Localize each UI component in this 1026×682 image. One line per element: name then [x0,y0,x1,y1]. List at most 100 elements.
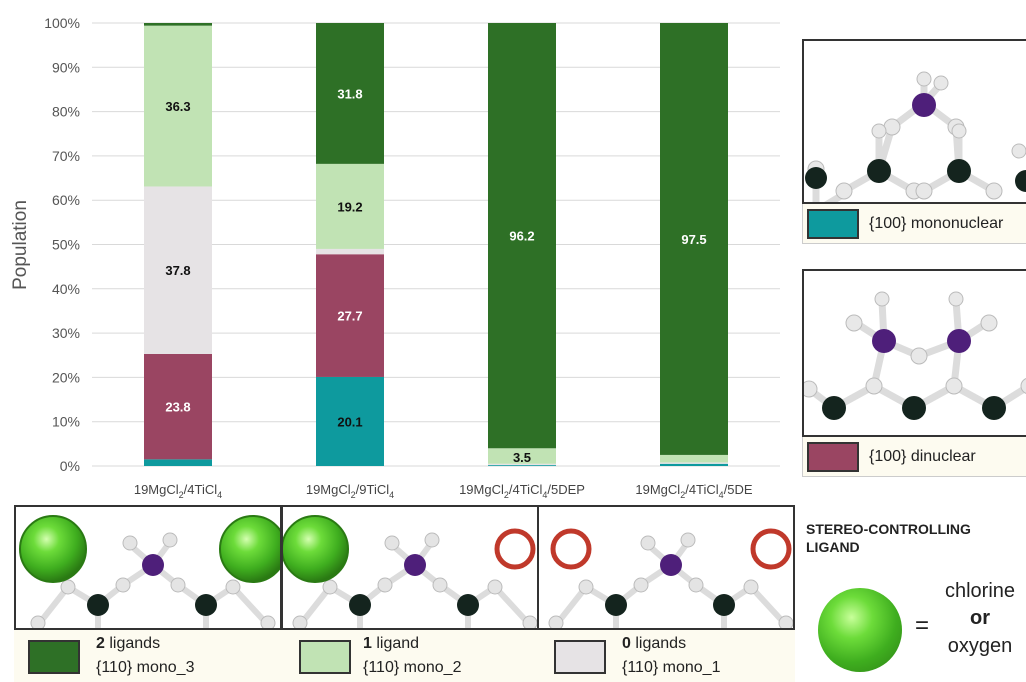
bar-data-label: 20.1 [337,414,362,429]
bar-data-label: 96.2 [509,229,534,244]
x-category-label: 19MgCl2/9TiCl4 [306,482,394,500]
ligand-structure-image [283,515,537,628]
stereo-word-or: or [970,607,990,629]
empty-site-ring-icon [494,528,536,570]
bar-segment [488,23,556,449]
bar-segment [660,454,728,463]
legend-swatch-mono2 [299,640,351,674]
chlorine-atom [225,579,241,595]
ligand-sphere-icon [219,515,280,583]
y-tick-label: 90% [52,59,80,75]
bar-segment [316,23,384,164]
ligand-structure-image [548,528,793,628]
chlorine-atom [548,615,564,628]
bottom-legend: 2 ligands {110} mono_3 1 ligand {110} mo… [14,630,795,682]
bar-segment [316,163,384,249]
dinuclear-structure-image [804,291,1026,420]
y-tick-label: 50% [52,237,80,253]
ligand-sphere-icon [283,515,349,583]
chlorine-atom [162,532,178,548]
mononuclear-structure-panel [802,39,1026,204]
bar-segment [144,186,212,354]
chlorine-atom [633,577,649,593]
ligand-structure-image [19,515,280,628]
bar-data-label: 27.7 [337,309,362,324]
legend-item-mononuclear: {100} mononuclear [802,204,1026,244]
titanium-atom [404,554,426,576]
empty-site-ring-icon [750,528,792,570]
stereo-word-oxygen: oxygen [947,635,1013,657]
bar-segment [488,463,556,466]
bar-data-label: 3.5 [513,450,531,465]
magnesium-atom [457,594,479,616]
ligand-sphere-icon [818,588,902,672]
titanium-atom [142,554,164,576]
x-axis-categories: 19MgCl2/4TiCl4 19MgCl2/9TiCl4 19MgCl2/4TiC… [134,482,753,500]
y-tick-label: 20% [52,369,80,385]
y-tick-label: 80% [52,104,80,120]
y-tick-label: 60% [52,192,80,208]
bar-segment [660,462,728,464]
bar-segment [144,353,212,460]
x-category-label: 19MgCl2/4TiCl4/5DEP [459,482,585,500]
magnesium-atom [349,594,371,616]
dinuclear-structure-panel [802,269,1026,437]
bar-data-label: 36.3 [165,99,190,114]
x-category-label: 19MgCl2/4TiCl4/5DE [635,482,753,500]
y-tick-label: 0% [60,458,80,474]
legend-swatch-dinuclear [807,441,859,472]
chlorine-atom [640,535,656,551]
legend-title-mono3: 2 ligands [96,635,161,652]
chlorine-atom [522,615,537,628]
chlorine-atom [292,615,308,628]
legend-swatch-mononuclear [807,208,859,239]
chlorine-atom [680,532,696,548]
legend-facet-mono1: {110} mono_1 [622,659,721,676]
data-labels: 23.8 37.8 36.3 20.1 27.7 19.2 31.8 3.5 96.2 97.5 [165,86,706,464]
legend-item-dinuclear: {100} dinuclear [802,437,1026,477]
mononuclear-structure-image [805,71,1026,202]
chlorine-atom [60,579,76,595]
legend-swatch-mono3 [28,640,80,674]
equals-sign: = [915,612,930,639]
chlorine-atom [322,579,338,595]
bar-segment [316,254,384,377]
legend-swatch-mono1 [554,640,606,674]
chlorine-atom [424,532,440,548]
chlorine-atom [170,577,186,593]
bar-segment [144,459,212,466]
bar-data-label: 23.8 [165,400,190,415]
titanium-atom [660,554,682,576]
y-axis-ticks: 0% 10% 20% 30% 40% 50% 60% 70% 80% 90% 100% [44,15,80,474]
bar-segment [316,248,384,255]
bar-segment [144,25,212,187]
mono2-structure-panel [281,505,539,630]
legend-label-mononuclear: {100} mononuclear [869,214,1004,232]
stereo-ligand-title: STEREO-CONTROLLING LIGAND [806,521,971,555]
y-tick-label: 70% [52,148,80,164]
chlorine-atom [30,615,46,628]
bar-segment [488,465,556,466]
bar-segment [660,463,728,466]
y-axis-label: Population [10,200,31,290]
chlorine-atom [743,579,759,595]
y-tick-label: 30% [52,325,80,341]
bar-segment [316,376,384,466]
bar-data-label: 31.8 [337,86,362,101]
legend-title-mono2: 1 ligand [363,635,420,652]
y-tick-label: 10% [52,414,80,430]
magnesium-atom [195,594,217,616]
chlorine-atom [260,615,276,628]
bar-segment [660,23,728,455]
mono1-structure-panel [537,505,795,630]
bar-segment [144,23,212,26]
chlorine-atom [688,577,704,593]
empty-site-ring-icon [550,528,592,570]
y-tick-label: 40% [52,281,80,297]
chlorine-atom [578,579,594,595]
chlorine-atom [384,535,400,551]
magnesium-atom [605,594,627,616]
legend-facet-mono3: {110} mono_3 [96,659,195,676]
stereo-word-chlorine: chlorine [944,580,1016,602]
x-category-label: 19MgCl2/4TiCl4 [134,482,222,500]
